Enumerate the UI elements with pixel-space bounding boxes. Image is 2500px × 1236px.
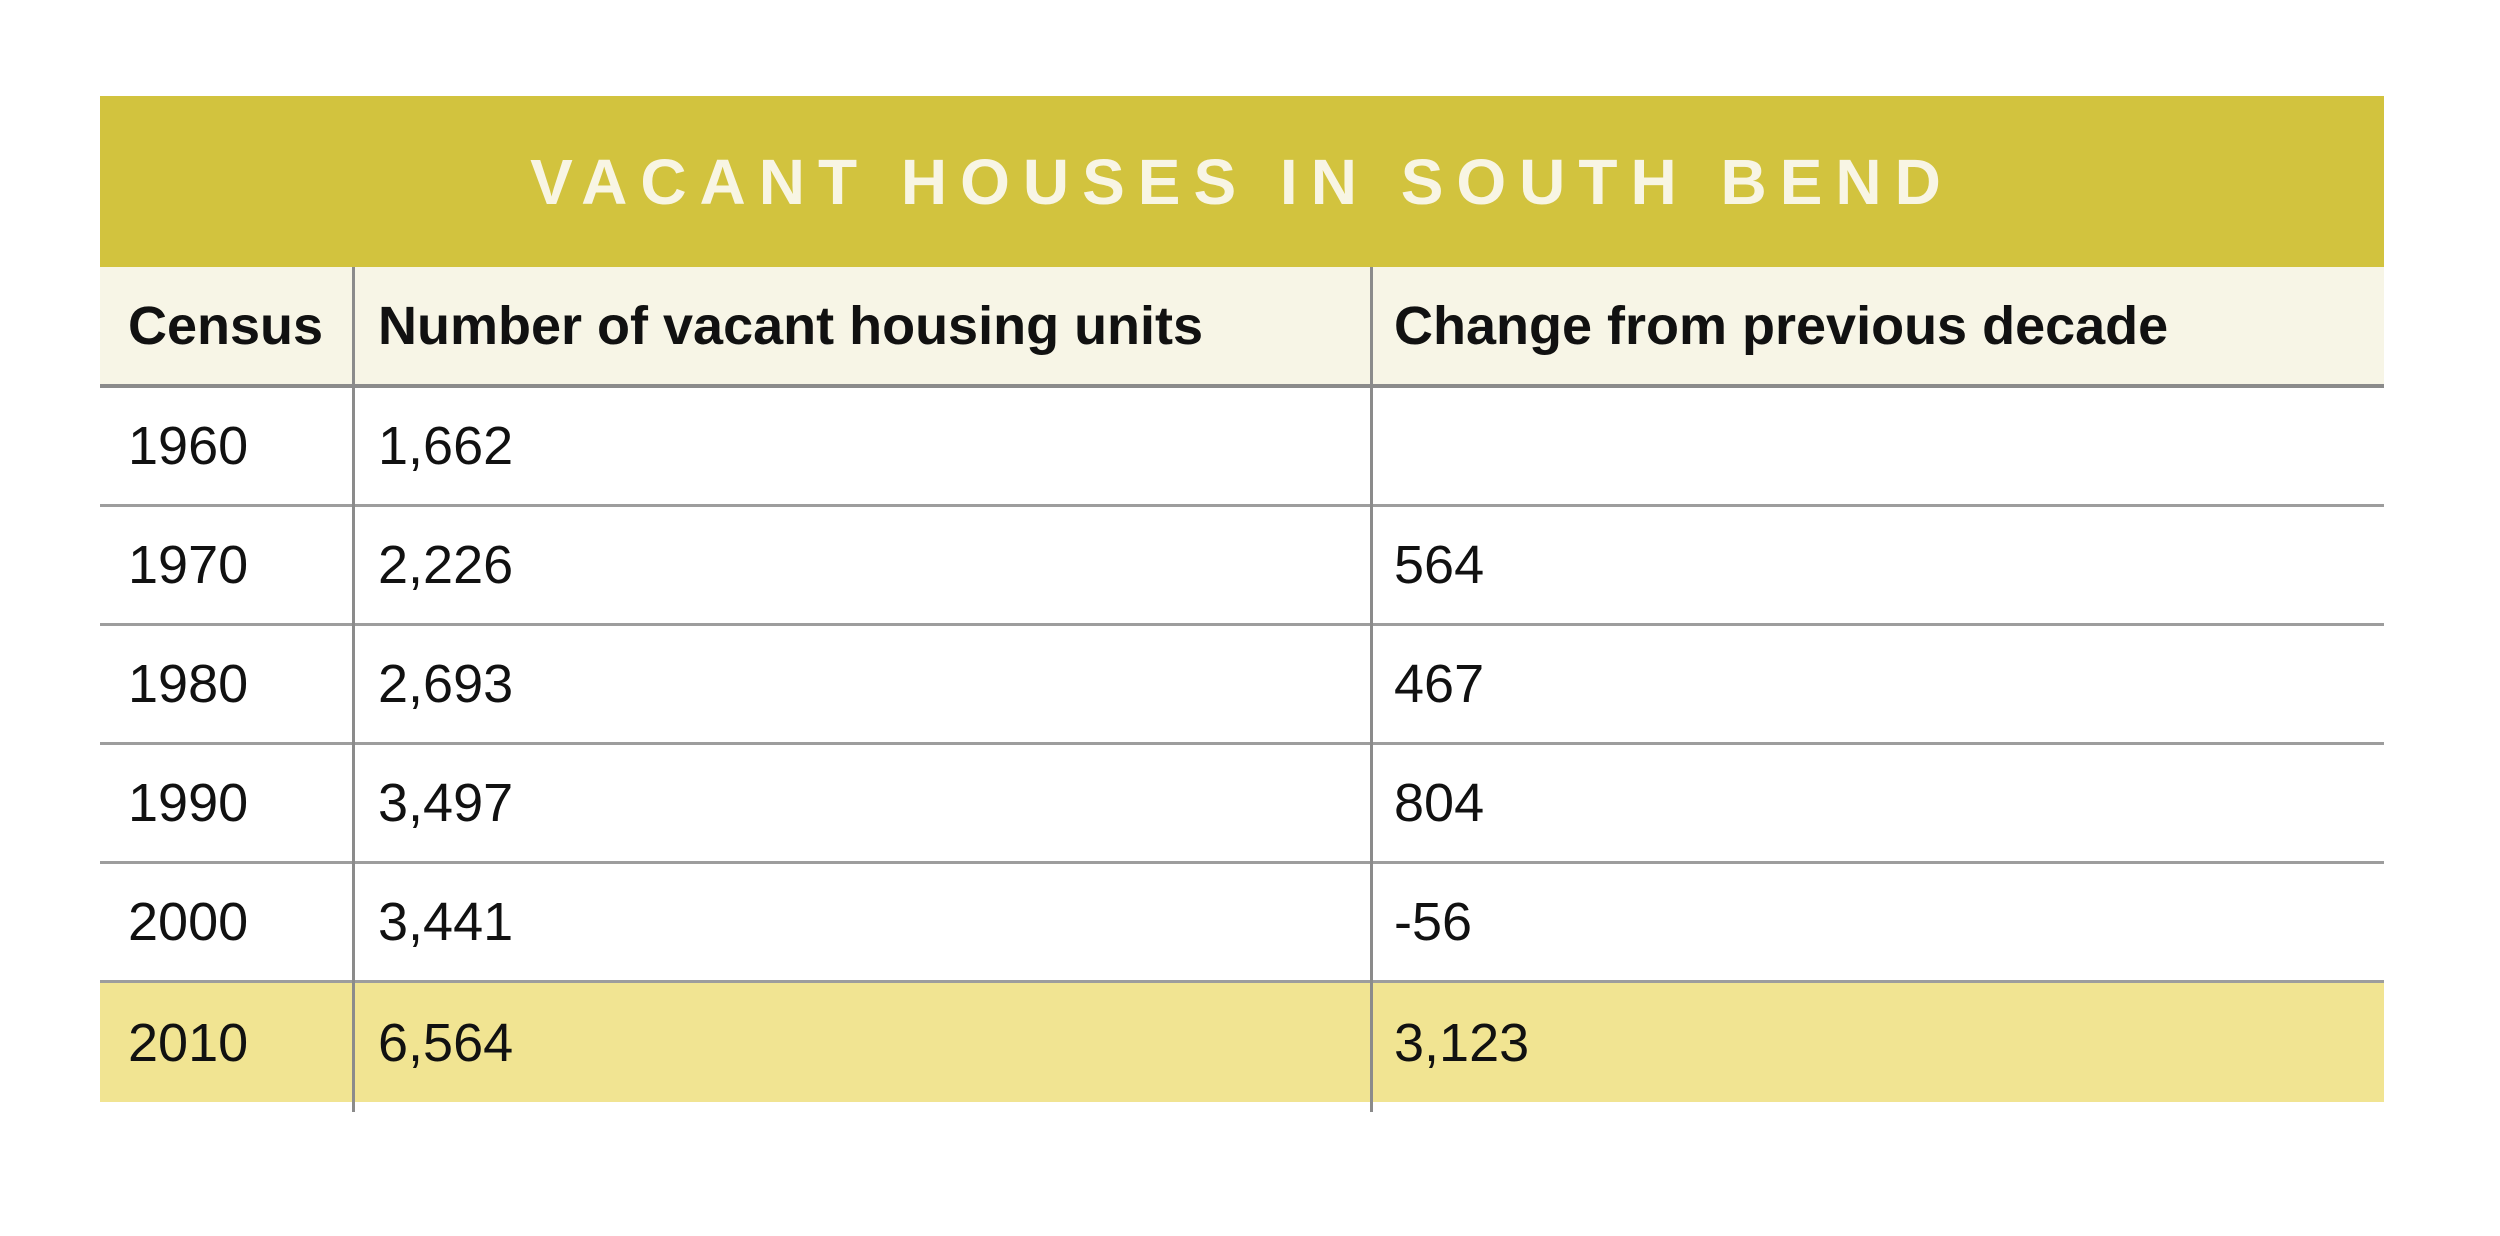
cell-census: 2000 [128,892,249,952]
table-title-bar: VACANT HOUSES IN SOUTH BEND [100,96,2384,267]
table-row-2010-highlighted: 2010 6,564 3,123 [100,983,2384,1102]
vacant-houses-table: VACANT HOUSES IN SOUTH BEND Census Numbe… [100,96,2384,1112]
table-header-row: Census Number of vacant housing units Ch… [100,267,2384,388]
cell-census: 1990 [128,773,249,833]
table-title: VACANT HOUSES IN SOUTH BEND [530,145,1954,218]
cell-units: 6,564 [378,1012,514,1073]
cell-change: 467 [1394,654,1485,714]
header-census: Census [128,295,324,356]
cell-change: 804 [1394,773,1485,833]
cell-census: 1970 [128,535,249,595]
column-divider-1 [352,267,355,1112]
cell-units: 2,693 [378,654,514,714]
table-row-1990: 1990 3,497 804 [100,745,2384,864]
table-row-1970: 1970 2,226 564 [100,507,2384,626]
table-row-1980: 1980 2,693 467 [100,626,2384,745]
table-row-1960: 1960 1,662 [100,388,2384,507]
table-row-2000: 2000 3,441 -56 [100,864,2384,983]
cell-change: -56 [1394,892,1473,952]
cell-change: 564 [1394,535,1485,595]
cell-units: 1,662 [378,416,514,476]
header-units: Number of vacant housing units [378,295,1204,356]
cell-census: 2010 [128,1012,249,1073]
header-change: Change from previous decade [1394,295,2169,356]
cell-census: 1960 [128,416,249,476]
cell-units: 3,441 [378,892,514,952]
cell-units: 2,226 [378,535,514,595]
cell-change: 3,123 [1394,1012,1530,1073]
column-divider-2 [1370,267,1373,1112]
cell-census: 1980 [128,654,249,714]
cell-units: 3,497 [378,773,514,833]
